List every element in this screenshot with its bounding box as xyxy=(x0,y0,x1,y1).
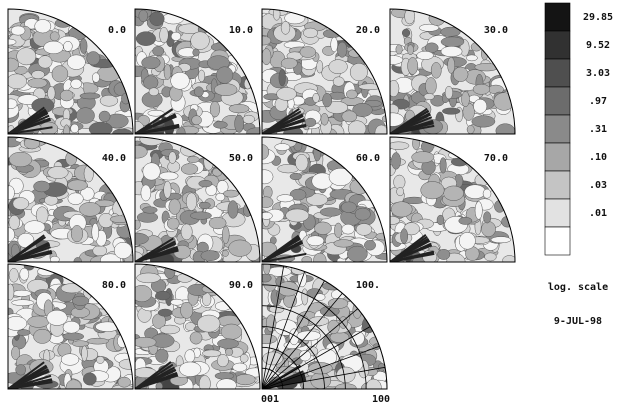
legend-label: .01 xyxy=(589,208,607,219)
panel-label: 30.0 xyxy=(484,25,508,36)
axis-origin-label: 001 xyxy=(261,394,279,405)
legend-label: .97 xyxy=(589,96,607,107)
legend-swatch xyxy=(544,2,571,32)
legend-swatch xyxy=(544,86,571,116)
panel-label: 40.0 xyxy=(102,153,126,164)
panel-label: 60.0 xyxy=(356,153,380,164)
legend-swatch xyxy=(544,30,571,60)
panels: 0.0 10.0 20.0 30.0 40.0 50.0 60.0 70.0 80.0 90.0 1… xyxy=(7,8,516,390)
panel-label: 0.0 xyxy=(108,25,126,36)
panel-frame xyxy=(134,263,261,390)
pole-figure xyxy=(8,137,133,262)
legend-swatch xyxy=(544,198,571,228)
panel-label: 20.0 xyxy=(356,25,380,36)
panel-frame xyxy=(7,136,134,263)
pole-figure xyxy=(135,264,260,389)
pole-figure xyxy=(8,9,133,134)
legend-swatch xyxy=(544,226,571,256)
legend-label: 3.03 xyxy=(586,68,610,79)
legend-label: .31 xyxy=(589,124,607,135)
panel-label: 80.0 xyxy=(102,280,126,291)
legend-label: 29.85 xyxy=(583,12,613,23)
legend: 29.85 9.52 3.03 .97 .31 .10 .03 .01 xyxy=(544,2,613,256)
panel-label: 90.0 xyxy=(229,280,253,291)
legend-swatch xyxy=(544,58,571,88)
legend-label: .03 xyxy=(589,180,607,191)
panel-frame xyxy=(261,136,388,263)
panel-frame xyxy=(134,136,261,263)
legend-label: 9.52 xyxy=(586,40,610,51)
panel-label: 50.0 xyxy=(229,153,253,164)
panel-label: 100. xyxy=(356,280,380,291)
panel-label: 70.0 xyxy=(484,153,508,164)
legend-swatch xyxy=(544,170,571,200)
panel-frame xyxy=(261,8,388,135)
panel-frame xyxy=(7,263,134,390)
panel-frame xyxy=(7,8,134,135)
pole-figure xyxy=(262,137,387,262)
panel-frame xyxy=(134,8,261,135)
legend-swatch xyxy=(544,114,571,144)
panel-label: 10.0 xyxy=(229,25,253,36)
axis-end-label: 100 xyxy=(372,394,390,405)
panel-frame xyxy=(261,263,388,390)
legend-swatch xyxy=(544,142,571,172)
panel-frame xyxy=(389,136,516,263)
panel-frame xyxy=(389,8,516,135)
legend-label: .10 xyxy=(589,152,607,163)
scale-note: log. scale xyxy=(548,282,608,293)
date: 9-JUL-98 xyxy=(554,316,602,327)
